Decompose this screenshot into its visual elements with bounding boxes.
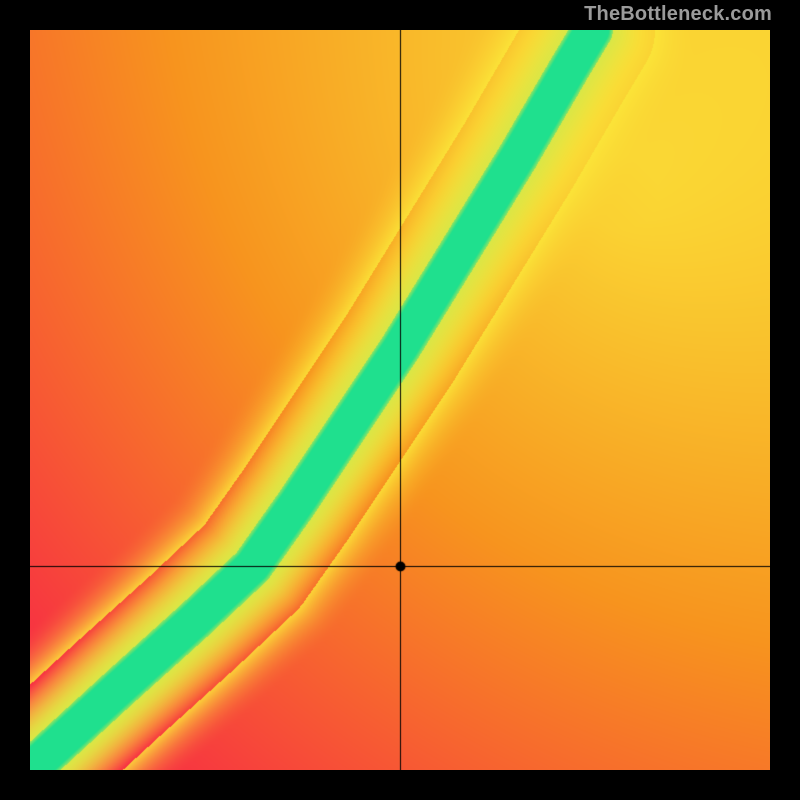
watermark-text: TheBottleneck.com <box>584 3 772 26</box>
chart-container: { "watermark": "TheBottleneck.com", "cha… <box>0 0 800 800</box>
bottleneck-heatmap <box>30 30 770 770</box>
